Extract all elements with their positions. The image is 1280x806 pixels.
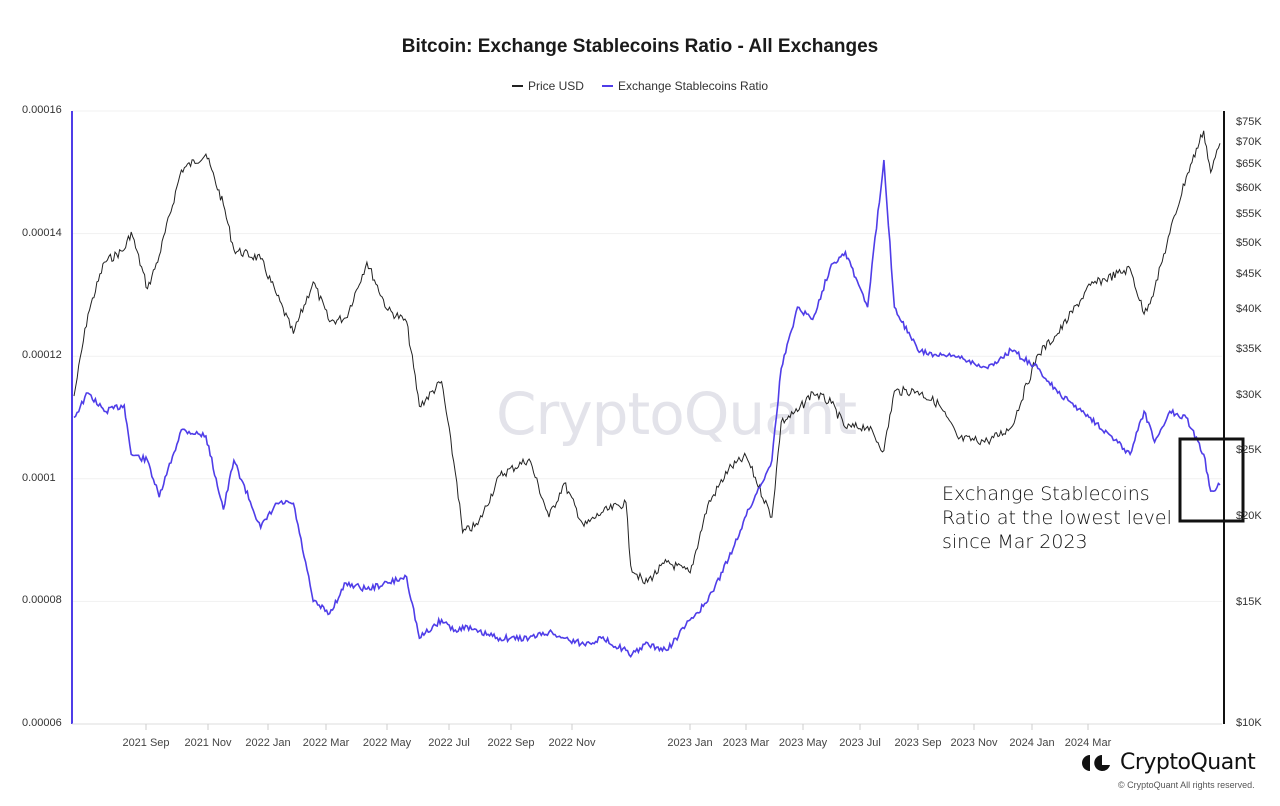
right-axis-tick: $10K — [1236, 717, 1262, 729]
x-axis-tick: 2023 Jul — [839, 737, 881, 749]
x-axis-ticks — [145, 724, 1089, 730]
left-axis-tick: 0.00006 — [22, 717, 62, 729]
left-axis-tick: 0.0001 — [22, 471, 56, 484]
legend: Price USD Exchange Stablecoins Ratio — [0, 79, 1280, 93]
left-axis-tick: 0.00016 — [22, 104, 62, 116]
stablecoin-ratio-line — [73, 159, 1221, 658]
right-axis-tick: $15K — [1236, 595, 1262, 608]
legend-label-ratio: Exchange Stablecoins Ratio — [617, 79, 769, 93]
left-axis-tick: 0.00008 — [22, 594, 62, 607]
x-axis-tick: 2023 Sep — [894, 737, 942, 749]
x-axis-tick: 2022 Mar — [302, 737, 350, 749]
legend-label-price: Price USD — [527, 79, 584, 93]
legend-swatch-price-icon — [511, 85, 523, 87]
right-axis-tick: $45K — [1236, 268, 1262, 281]
right-axis-tick: $40K — [1236, 303, 1262, 316]
price-usd-line — [73, 130, 1221, 585]
annotation-line-2: Ratio at the lowest level — [942, 507, 1172, 529]
gridlines — [72, 110, 1222, 725]
x-axis-tick: 2022 Jul — [428, 737, 470, 749]
x-axis-tick: 2022 Nov — [548, 737, 596, 749]
brand-logo: CryptoQuant — [1082, 750, 1256, 775]
brand-name: CryptoQuant — [1120, 750, 1256, 775]
annotation-text: Exchange Stablecoins Ratio at the lowest… — [942, 482, 1172, 554]
right-axis-tick: $65K — [1236, 158, 1262, 171]
legend-item-ratio[interactable]: Exchange Stablecoins Ratio — [601, 79, 769, 93]
watermark: CryptoQuant — [496, 380, 857, 448]
x-axis-tick: 2022 Jan — [245, 737, 291, 749]
right-axis-tick: $55K — [1236, 208, 1262, 221]
annotation-line-3: since Mar 2023 — [942, 531, 1088, 553]
x-axis-tick: 2021 Nov — [184, 737, 232, 749]
x-axis-tick: 2024 Jan — [1009, 737, 1055, 749]
legend-swatch-ratio-icon — [601, 85, 613, 87]
right-axis-tick: $75K — [1236, 115, 1262, 128]
right-axis-tick: $70K — [1236, 136, 1262, 149]
x-axis-tick: 2023 May — [778, 737, 828, 749]
right-axis-tick: $25K — [1236, 443, 1262, 456]
cryptoquant-logo-icon — [1082, 754, 1110, 771]
copyright: © CryptoQuant All rights reserved. — [1118, 780, 1255, 790]
right-axis-tick: $60K — [1236, 182, 1262, 195]
x-axis-tick: 2023 Nov — [950, 737, 998, 749]
x-axis-tick: 2023 Jan — [667, 737, 713, 749]
x-axis-tick: 2022 Sep — [487, 737, 535, 749]
x-axis-tick: 2024 Mar — [1064, 737, 1112, 749]
legend-item-price[interactable]: Price USD — [511, 79, 584, 93]
right-axis-tick: $20K — [1236, 510, 1262, 523]
right-axis-tick: $35K — [1236, 343, 1262, 356]
x-axis-tick: 2023 Mar — [722, 737, 770, 749]
left-axis-tick: 0.00012 — [22, 349, 62, 362]
x-axis-tick: 2021 Sep — [122, 737, 170, 749]
highlight-box — [1178, 437, 1245, 523]
left-axis-tick: 0.00014 — [22, 226, 62, 239]
right-axis-tick: $50K — [1236, 236, 1262, 249]
right-axis-tick: $30K — [1236, 389, 1262, 402]
x-axis-tick: 2022 May — [362, 737, 412, 749]
annotation-line-1: Exchange Stablecoins — [942, 483, 1150, 505]
chart-title: Bitcoin: Exchange Stablecoins Ratio - Al… — [401, 36, 879, 57]
